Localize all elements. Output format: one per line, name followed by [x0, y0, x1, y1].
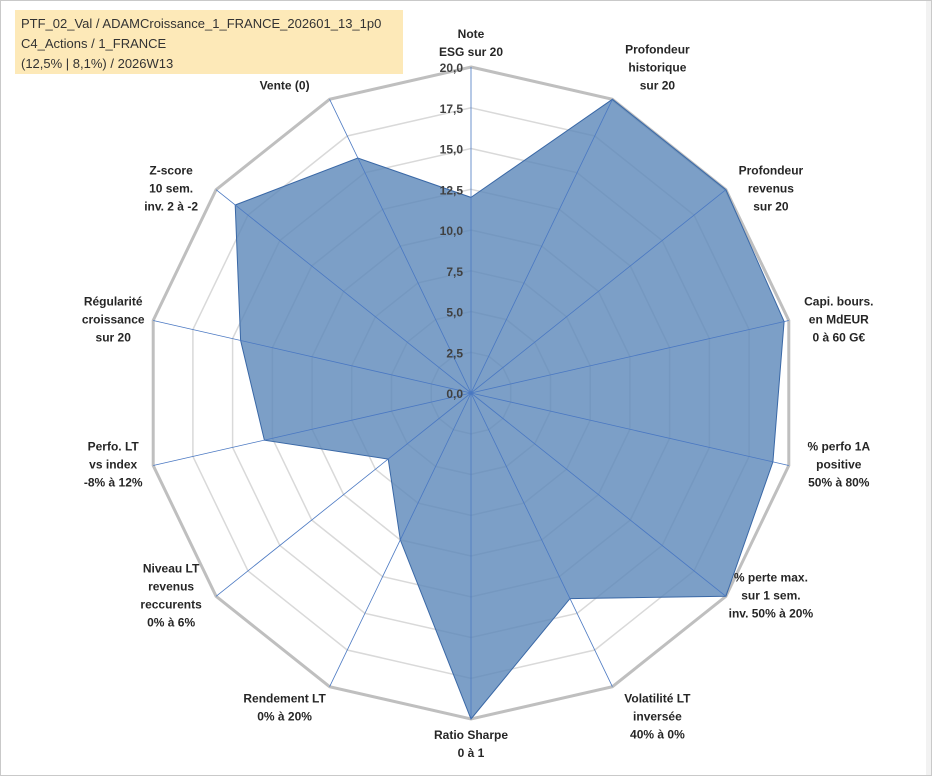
tick-label-1: 2,5 [446, 346, 463, 360]
axis-label-9: Niveau LT revenus reccurents 0% à 6% [140, 561, 202, 629]
axis-spoke-3 [470, 320, 789, 394]
tick-label-2: 5,0 [446, 306, 463, 320]
axis-label-8: Rendement LT 0% à 20% [243, 692, 326, 724]
tick-label-7: 17,5 [440, 102, 464, 116]
axis-label-7: Ratio Sharpe 0 à 1 [434, 728, 508, 760]
axis-label-10: Perfo. LT vs index -8% à 12% [84, 440, 143, 490]
axis-spoke-8 [329, 392, 472, 687]
axis-label-6: Volatilité LT inversée 40% à 0% [624, 692, 691, 742]
portfolio-id-line: PTF_02_Val / ADAMCroissance_1_FRANCE_202… [21, 16, 382, 31]
tick-label-3: 7,5 [446, 265, 463, 279]
axis-spoke-11 [153, 320, 472, 394]
axis-spoke-2 [470, 189, 727, 394]
spoke-layer [153, 67, 789, 719]
axis-spoke-13 [329, 99, 472, 394]
axis-label-2: Profondeur revenus sur 20 [739, 164, 804, 214]
axis-spoke-12 [215, 189, 472, 394]
axis-label-0: Note ESG sur 20 [439, 27, 503, 59]
axis-spoke-9 [215, 392, 472, 597]
portfolio-category-line: C4_Actions / 1_FRANCE [21, 36, 167, 51]
axis-label-12: Z-score 10 sem. inv. 2 à -2 [144, 164, 198, 214]
axis-spoke-1 [470, 99, 613, 394]
axis-spoke-5 [470, 392, 727, 597]
axis-spoke-4 [470, 392, 789, 466]
axis-label-11: Régularité croissance sur 20 [82, 295, 145, 345]
tick-label-4: 10,0 [440, 224, 464, 238]
tick-label-0: 0,0 [446, 387, 463, 401]
axis-label-5: % perte max. sur 1 sem. inv. 50% à 20% [729, 570, 814, 620]
axis-spoke-6 [470, 392, 613, 687]
axis-label-3: Capi. bours. en MdEUR 0 à 60 G€ [804, 295, 873, 345]
tick-label-5: 12,5 [440, 183, 464, 197]
vertical-scrollbar[interactable] [926, 1, 931, 775]
tick-label-6: 15,0 [440, 143, 464, 157]
tick-label-8: 20,0 [440, 61, 464, 75]
axis-label-4: % perfo 1A positive 50% à 80% [807, 440, 870, 490]
axis-label-1: Profondeur historique sur 20 [625, 42, 690, 92]
portfolio-info-box: PTF_02_Val / ADAMCroissance_1_FRANCE_202… [15, 10, 403, 74]
portfolio-stats-line: (12,5% | 8,1%) / 2026W13 [21, 56, 174, 71]
axis-label-layer: Note ESG sur 20 Profondeur historique sur 20… [82, 27, 874, 760]
axis-spoke-10 [153, 392, 472, 466]
tick-layer: 0,0 2,5 5,0 7,5 10,0 12,5 15,0 17,5 20,0 [440, 61, 464, 401]
